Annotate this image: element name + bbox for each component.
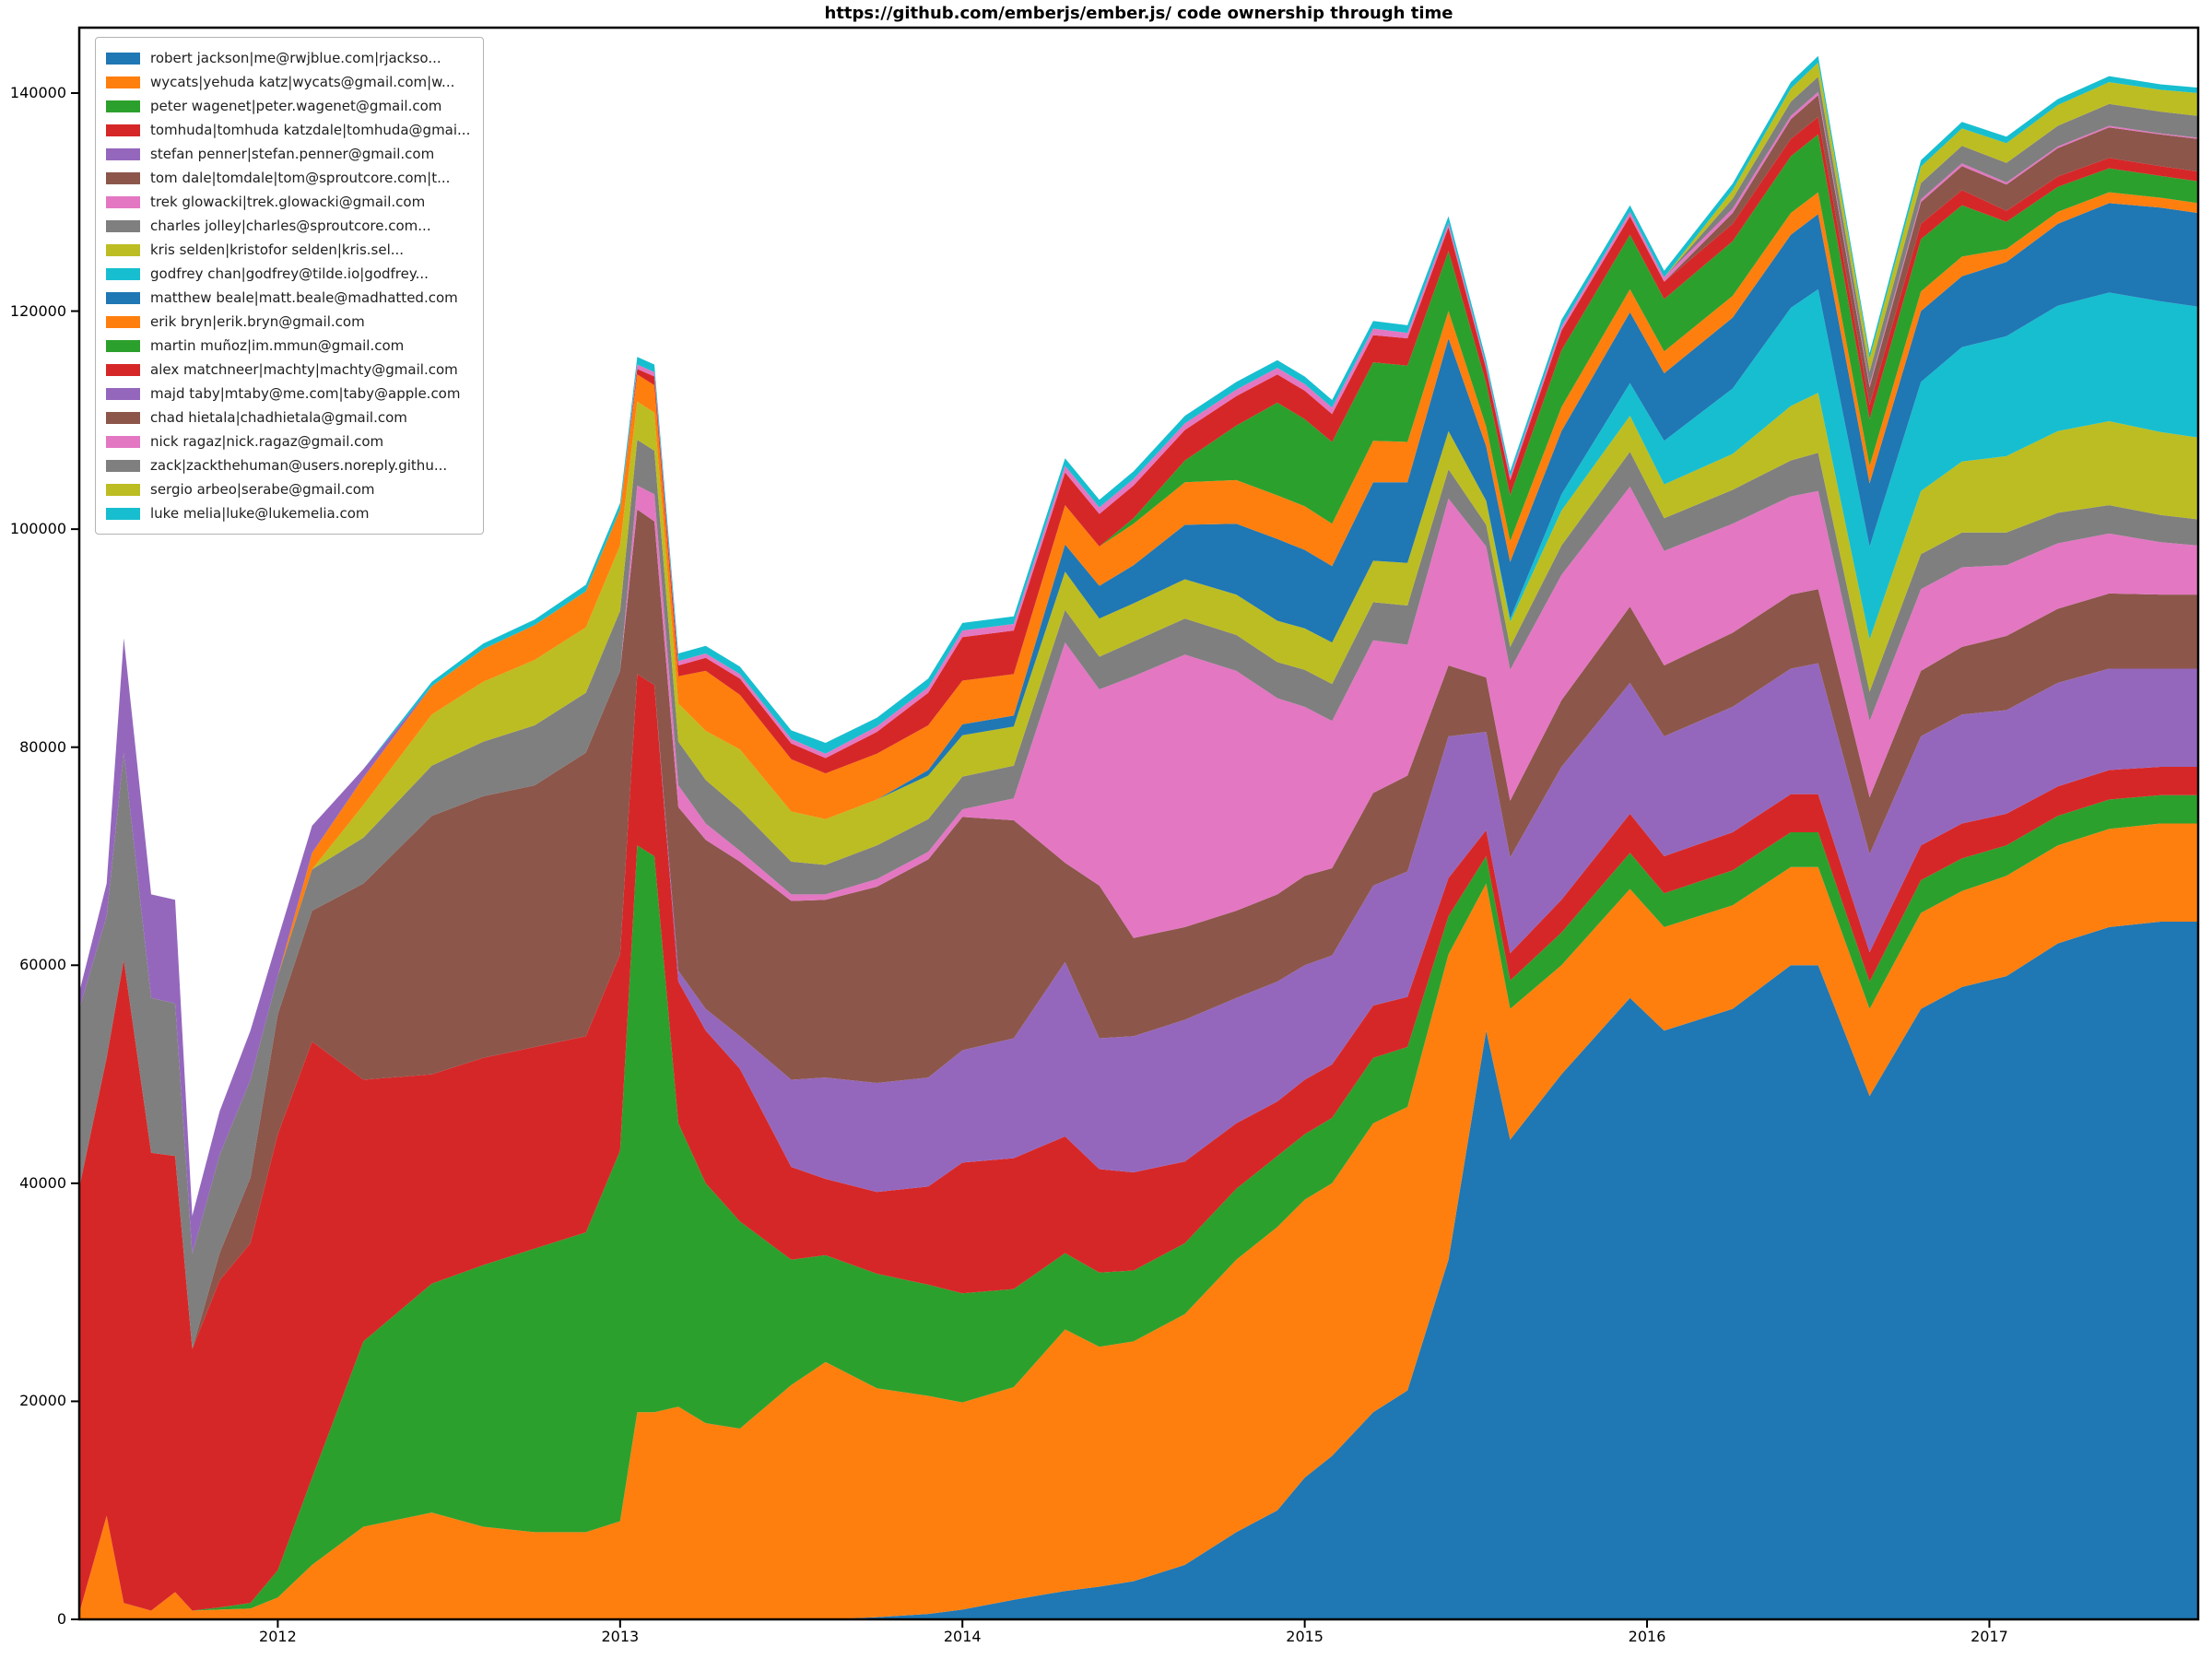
y-tick-label: 140000: [9, 83, 66, 101]
legend-label: robert jackson|me@rwjblue.com|rjackso...: [150, 50, 441, 66]
legend-swatch-icon: [106, 483, 140, 496]
legend-item: luke melia|luke@lukemelia.com: [106, 501, 470, 525]
legend-label: tomhuda|tomhuda katzdale|tomhuda@gmai...: [150, 122, 471, 138]
legend-label: zack|zackthehuman@users.noreply.githu...: [150, 457, 448, 474]
legend-label: wycats|yehuda katz|wycats@gmail.com|w...: [150, 74, 455, 90]
y-tick-label: 100000: [9, 520, 66, 538]
legend-item: zack|zackthehuman@users.noreply.githu...: [106, 453, 470, 477]
area-series-1: [79, 823, 2198, 1619]
legend-item: nick ragaz|nick.ragaz@gmail.com: [106, 429, 470, 453]
area-series-5: [79, 509, 2198, 1349]
legend-swatch-icon: [106, 100, 140, 112]
area-series-2: [79, 794, 2198, 1613]
legend-swatch-icon: [106, 52, 140, 65]
legend-item: peter wagenet|peter.wagenet@gmail.com: [106, 94, 470, 118]
area-series-10: [79, 203, 2198, 1254]
legend-label: kris selden|kristofor selden|kris.sel...: [150, 241, 405, 258]
legend-label: trek glowacki|trek.glowacki@gmail.com: [150, 194, 426, 210]
legend-swatch-icon: [106, 124, 140, 136]
legend-item: kris selden|kristofor selden|kris.sel...: [106, 238, 470, 262]
legend-item: sergio arbeo|serabe@gmail.com: [106, 477, 470, 501]
legend-item: robert jackson|me@rwjblue.com|rjackso...: [106, 46, 470, 70]
axes-box: [77, 26, 2200, 1621]
legend-label: chad hietala|chadhietala@gmail.com: [150, 409, 407, 426]
x-tick-label: 2017: [1971, 1628, 2008, 1645]
legend-label: charles jolley|charles@sproutcore.com...: [150, 218, 431, 234]
legend-swatch-icon: [106, 219, 140, 232]
y-tick-label: 0: [56, 1610, 66, 1628]
legend-label: tom dale|tomdale|tom@sproutcore.com|t...: [150, 170, 451, 186]
y-tick-label: 20000: [19, 1392, 66, 1410]
y-tick-label: 60000: [19, 956, 66, 974]
area-series-12: [79, 134, 2198, 1254]
legend-swatch-icon: [106, 459, 140, 472]
legend-swatch-icon: [106, 147, 140, 160]
legend-swatch-icon: [106, 339, 140, 352]
legend-item: martin muñoz|im.mmun@gmail.com: [106, 334, 470, 358]
legend-label: majd taby|mtaby@me.com|taby@apple.com: [150, 385, 461, 402]
legend-swatch-icon: [106, 243, 140, 256]
legend-swatch-icon: [106, 315, 140, 328]
legend-item: charles jolley|charles@sproutcore.com...: [106, 214, 470, 238]
legend-swatch-icon: [106, 435, 140, 448]
legend-item: trek glowacki|trek.glowacki@gmail.com: [106, 190, 470, 214]
area-series-8: [79, 393, 2198, 1254]
legend-label: nick ragaz|nick.ragaz@gmail.com: [150, 433, 384, 450]
y-tick-label: 80000: [19, 737, 66, 756]
legend-item: wycats|yehuda katz|wycats@gmail.com|w...: [106, 70, 470, 94]
area-series-19: [79, 55, 2198, 1217]
legend-label: sergio arbeo|serabe@gmail.com: [150, 481, 375, 498]
legend-swatch-icon: [106, 363, 140, 376]
legend-label: godfrey chan|godfrey@tilde.io|godfrey...: [150, 265, 429, 282]
y-tick-label: 40000: [19, 1173, 66, 1192]
legend-item: tom dale|tomdale|tom@sproutcore.com|t...: [106, 166, 470, 190]
y-tick-label: 120000: [9, 301, 66, 320]
legend-label: luke melia|luke@lukemelia.com: [150, 505, 370, 522]
x-tick-label: 2015: [1286, 1628, 1324, 1645]
x-tick-label: 2016: [1628, 1628, 1666, 1645]
legend-swatch-icon: [106, 411, 140, 424]
legend-item: matthew beale|matt.beale@madhatted.com: [106, 286, 470, 310]
legend-label: matthew beale|matt.beale@madhatted.com: [150, 289, 458, 306]
legend-item: chad hietala|chadhietala@gmail.com: [106, 406, 470, 429]
legend-label: alex matchneer|machty|machty@gmail.com: [150, 361, 458, 378]
x-tick-label: 2012: [259, 1628, 297, 1645]
legend: robert jackson|me@rwjblue.com|rjackso...…: [95, 37, 485, 535]
legend-label: peter wagenet|peter.wagenet@gmail.com: [150, 98, 442, 114]
area-series-9: [79, 288, 2198, 1254]
legend-swatch-icon: [106, 291, 140, 304]
legend-item: stefan penner|stefan.penner@gmail.com: [106, 142, 470, 166]
legend-swatch-icon: [106, 76, 140, 88]
area-series-4: [79, 663, 2198, 1349]
legend-swatch-icon: [106, 195, 140, 208]
chart-title: https://github.com/emberjs/ember.js/ cod…: [824, 4, 1453, 23]
legend-swatch-icon: [106, 171, 140, 184]
legend-swatch-icon: [106, 387, 140, 400]
area-series-0: [79, 922, 2198, 1619]
legend-item: godfrey chan|godfrey@tilde.io|godfrey...: [106, 262, 470, 286]
area-series-7: [79, 440, 2198, 1349]
x-tick-label: 2014: [943, 1628, 982, 1645]
area-series-6: [79, 485, 2198, 1349]
legend-label: martin muñoz|im.mmun@gmail.com: [150, 337, 405, 354]
legend-label: stefan penner|stefan.penner@gmail.com: [150, 146, 435, 162]
legend-item: alex matchneer|machty|machty@gmail.com: [106, 358, 470, 382]
legend-label: erik bryn|erik.bryn@gmail.com: [150, 313, 365, 330]
legend-item: majd taby|mtaby@me.com|taby@apple.com: [106, 382, 470, 406]
legend-swatch-icon: [106, 507, 140, 520]
legend-swatch-icon: [106, 267, 140, 280]
legend-item: tomhuda|tomhuda katzdale|tomhuda@gmai...: [106, 118, 470, 142]
x-tick-label: 2013: [601, 1628, 640, 1645]
area-series-3: [79, 674, 2198, 1613]
legend-item: erik bryn|erik.bryn@gmail.com: [106, 310, 470, 334]
